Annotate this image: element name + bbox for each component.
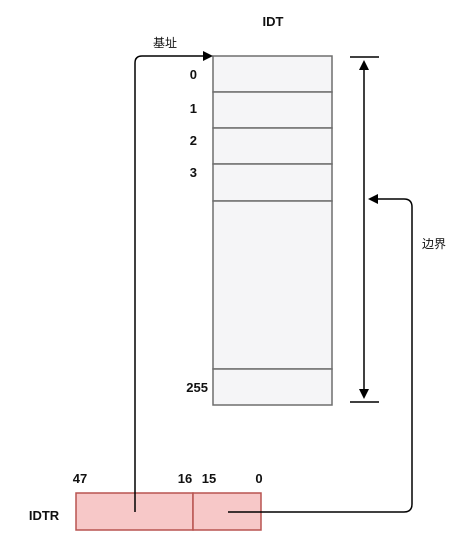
bit-label-15: 15 bbox=[202, 471, 216, 486]
idt-title: IDT bbox=[263, 14, 284, 29]
idtr-label: IDTR bbox=[29, 508, 60, 523]
base-address-label: 基址 bbox=[153, 36, 177, 50]
bit-label-47: 47 bbox=[73, 471, 87, 486]
base-address-arrow bbox=[134, 51, 213, 512]
limit-bracket bbox=[350, 56, 379, 403]
idt-entry-2 bbox=[212, 127, 333, 165]
entry-index-2: 2 bbox=[190, 133, 197, 148]
idt-table bbox=[212, 55, 333, 406]
idt-entry-0 bbox=[212, 55, 333, 93]
idt-entries-gap bbox=[212, 200, 333, 370]
idt-entry-255 bbox=[212, 368, 333, 406]
bit-label-16: 16 bbox=[178, 471, 192, 486]
entry-index-3: 3 bbox=[190, 165, 197, 180]
entry-index-0: 0 bbox=[190, 67, 197, 82]
entry-index-255: 255 bbox=[186, 380, 208, 395]
idt-entry-3 bbox=[212, 163, 333, 202]
entry-index-1: 1 bbox=[190, 101, 197, 116]
bit-label-0: 0 bbox=[255, 471, 262, 486]
limit-label: 边界 bbox=[422, 237, 446, 251]
idt-entry-1 bbox=[212, 91, 333, 129]
limit-arrow bbox=[228, 194, 413, 513]
